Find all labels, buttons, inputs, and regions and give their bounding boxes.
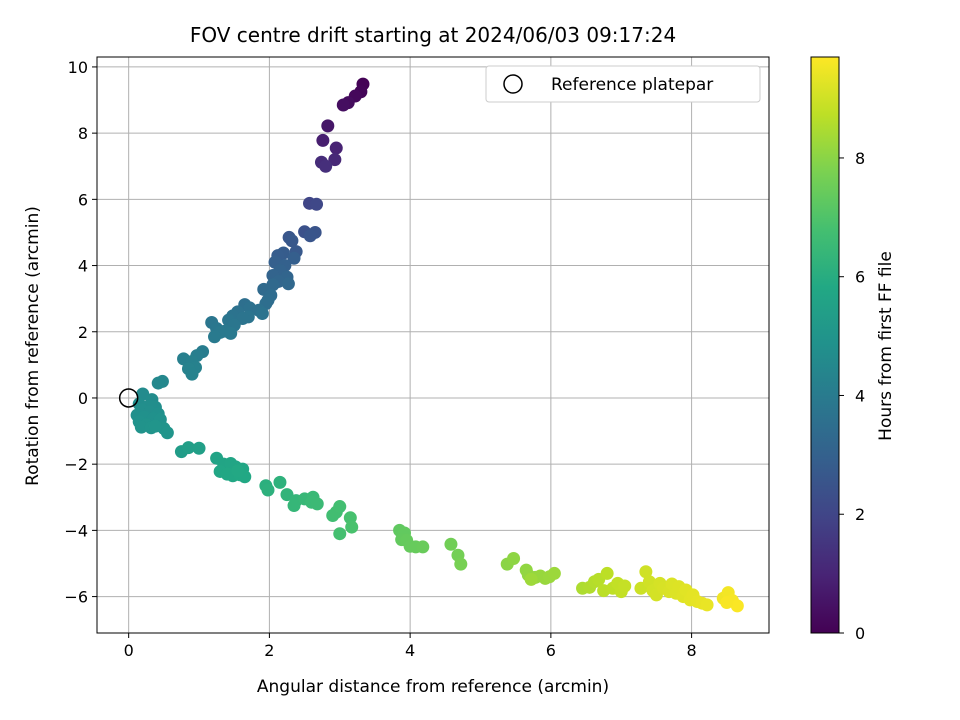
colorbar-label: Hours from first FF file [876, 251, 896, 441]
x-tick-label: 6 [546, 641, 556, 660]
data-point [700, 598, 714, 612]
y-tick-label: −2 [64, 455, 88, 474]
data-point [547, 566, 561, 580]
y-tick-label: 10 [68, 58, 88, 77]
colorbar-tick-label: 6 [855, 268, 865, 287]
data-point [333, 500, 347, 514]
legend-open-circle-icon [503, 74, 523, 94]
data-point [416, 540, 430, 554]
data-point [281, 277, 295, 291]
data-point [310, 197, 324, 211]
colorbar-tick-label: 4 [855, 386, 865, 405]
data-point [329, 141, 343, 155]
data-point [730, 599, 744, 613]
data-point [224, 326, 238, 340]
colorbar-tick-label: 2 [855, 505, 865, 524]
y-tick-label: 6 [78, 190, 88, 209]
data-point [148, 419, 162, 433]
y-tick-label: 0 [78, 389, 88, 408]
data-point [319, 159, 333, 173]
x-tick-label: 2 [264, 641, 274, 660]
data-point [328, 153, 342, 167]
data-point [316, 133, 330, 147]
data-points [130, 77, 744, 613]
colorbar-tick-label: 8 [855, 149, 865, 168]
reference-point-marker [118, 388, 139, 408]
data-point [261, 483, 275, 497]
data-point [600, 566, 614, 580]
data-point [255, 307, 269, 321]
data-point [303, 229, 317, 243]
y-axis-label: Rotation from reference (arcmin) [23, 206, 43, 486]
x-tick-label: 0 [124, 641, 134, 660]
data-point [618, 579, 632, 593]
y-tick-label: −4 [64, 521, 88, 540]
data-point [134, 420, 148, 434]
data-point [345, 520, 359, 534]
x-tick-label: 8 [687, 641, 697, 660]
data-point [454, 557, 468, 571]
data-point [336, 98, 350, 112]
data-point [160, 426, 174, 440]
x-tick-label: 4 [405, 641, 415, 660]
data-point [285, 234, 299, 248]
data-point [181, 441, 195, 455]
data-point [208, 330, 222, 344]
legend-box [485, 65, 761, 103]
colorbar-ticks: 0 2 4 6 8 [839, 149, 865, 643]
data-point [310, 497, 324, 511]
y-tick-label: −6 [64, 588, 88, 607]
data-point [231, 464, 245, 478]
data-point [444, 537, 458, 551]
legend: Reference platepar [485, 65, 761, 103]
data-point [287, 251, 301, 265]
plot-frame [96, 56, 770, 634]
chart-title: FOV centre drift starting at 2024/06/03 … [190, 23, 676, 47]
data-point [524, 572, 538, 586]
data-point [321, 119, 335, 133]
y-tick-label: 8 [78, 124, 88, 143]
data-point [507, 552, 521, 566]
data-point [273, 475, 287, 489]
data-point [639, 565, 653, 579]
grid-lines [97, 57, 769, 633]
data-point [720, 596, 734, 610]
y-tick-label: 2 [78, 323, 88, 342]
x-axis-label: Angular distance from reference (arcmin) [257, 677, 609, 697]
y-tick-label: 4 [78, 257, 88, 276]
y-axis-ticks: −6 −4 −2 0 2 4 6 8 10 [64, 58, 97, 607]
legend-entry-label: Reference platepar [551, 75, 713, 95]
x-axis-ticks: 0 2 4 6 8 [124, 633, 697, 660]
colorbar: 0 2 4 6 8 Hours from first FF file [810, 56, 896, 643]
data-point [333, 527, 347, 541]
colorbar-gradient [810, 56, 840, 634]
data-point [287, 499, 301, 513]
data-point [192, 441, 206, 455]
data-point [185, 367, 199, 381]
data-point [151, 376, 165, 390]
colorbar-tick-label: 0 [855, 624, 865, 643]
